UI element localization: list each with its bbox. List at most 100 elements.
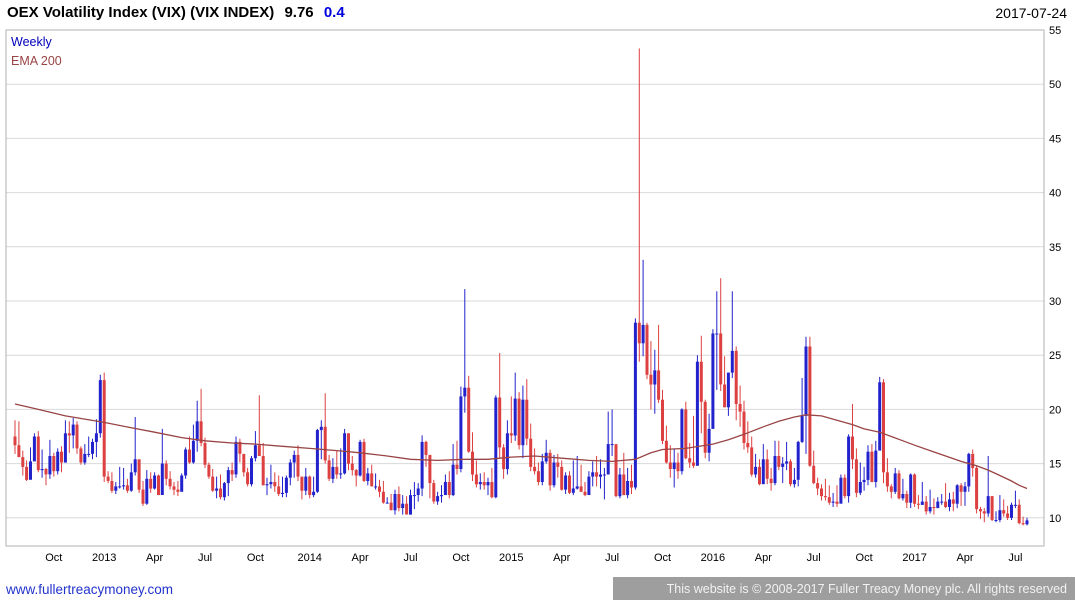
candle-body: [374, 486, 378, 488]
candle-body: [622, 474, 626, 496]
candle-body: [746, 443, 750, 448]
candle-body: [63, 433, 67, 463]
candle-body: [769, 478, 773, 484]
x-tick-label: Jul: [605, 552, 619, 564]
candle-body: [230, 470, 234, 475]
candle-body: [366, 473, 370, 481]
candle-body: [800, 415, 804, 442]
candle-body: [67, 433, 71, 436]
candle-body: [602, 474, 606, 476]
candle-body: [1021, 523, 1025, 525]
candle-body: [312, 491, 316, 496]
candle-body: [13, 436, 17, 446]
candle-body: [505, 433, 509, 470]
candle-body: [568, 475, 571, 493]
candle-body: [948, 499, 951, 507]
y-tick-label: 50: [1049, 79, 1061, 91]
candle-body: [758, 466, 761, 485]
candle-body: [951, 499, 955, 504]
grid-lines: [6, 29, 1044, 519]
candle-body: [963, 486, 967, 492]
candle-body: [893, 473, 897, 492]
site-link[interactable]: www.fullertreacymoney.com: [6, 582, 174, 597]
candle-body: [52, 456, 56, 472]
candle-body: [122, 485, 126, 487]
candle-body: [1013, 504, 1017, 506]
legend-timeframe: Weekly: [11, 35, 52, 49]
candle-body: [831, 501, 835, 503]
candle-body: [723, 384, 727, 408]
candle-body: [688, 458, 692, 463]
candle-body: [820, 488, 823, 497]
candle-body: [490, 482, 494, 498]
candle-body: [645, 324, 649, 375]
candle-body: [699, 361, 703, 402]
candle-body: [180, 475, 184, 492]
candle-body: [979, 509, 982, 512]
candle-body: [75, 424, 79, 449]
candle-body: [839, 477, 843, 504]
candle-body: [940, 501, 944, 503]
candle-body: [323, 426, 327, 461]
price-change: 0.4: [323, 4, 345, 21]
candle-body: [975, 467, 979, 510]
candle-body: [738, 404, 742, 412]
candle-body: [1017, 504, 1021, 524]
candle-body: [195, 421, 199, 441]
candle-body: [327, 460, 331, 479]
candle-body: [300, 476, 304, 491]
candle-body: [684, 409, 688, 459]
candle-body: [401, 503, 405, 508]
candle-body: [591, 472, 595, 477]
candle-body: [792, 479, 796, 485]
candle-body: [40, 469, 44, 471]
candle-body: [114, 486, 118, 491]
candle-body: [765, 459, 769, 479]
candles: [13, 48, 1029, 526]
x-tick-label: Jul: [403, 552, 417, 564]
candle-body: [707, 428, 711, 453]
candle-body: [661, 399, 664, 441]
candle-body: [48, 456, 52, 475]
candle-body: [901, 494, 905, 499]
candle-body: [750, 447, 754, 475]
candle-body: [854, 459, 858, 493]
candle-body: [1006, 513, 1010, 518]
candle-body: [909, 474, 913, 503]
candle-body: [36, 436, 40, 471]
candle-body: [253, 445, 257, 459]
candle-body: [91, 441, 94, 454]
candle-body: [292, 454, 296, 463]
x-tick-label: 2017: [902, 552, 926, 564]
x-tick-label: Apr: [755, 552, 772, 564]
candle-body: [157, 475, 160, 495]
candle-body: [905, 494, 909, 503]
candle-body: [556, 462, 560, 467]
y-tick-label: 20: [1049, 404, 1061, 416]
candle-body: [657, 370, 661, 400]
candle-body: [777, 456, 781, 467]
candle-body: [583, 491, 587, 496]
candle-body: [304, 476, 308, 491]
candle-body: [424, 441, 428, 455]
candle-body: [513, 398, 517, 436]
candle-body: [796, 441, 800, 480]
candle-body: [680, 409, 684, 472]
candle-body: [219, 488, 222, 498]
candle-body: [463, 387, 467, 397]
x-tick-label: 2015: [499, 552, 523, 564]
candle-body: [517, 398, 521, 446]
candle-body: [203, 443, 207, 465]
x-tick-label: Apr: [146, 552, 163, 564]
x-tick-label: Jul: [1008, 552, 1022, 564]
candle-body: [587, 476, 591, 495]
candle-body: [885, 472, 889, 487]
candle-body: [184, 449, 188, 476]
y-tick-label: 25: [1049, 350, 1061, 362]
candle-body: [56, 451, 60, 472]
candle-body: [882, 382, 885, 473]
candle-body: [804, 346, 808, 416]
candle-body: [459, 396, 463, 469]
candle-body: [145, 478, 149, 504]
candle-body: [242, 453, 246, 473]
